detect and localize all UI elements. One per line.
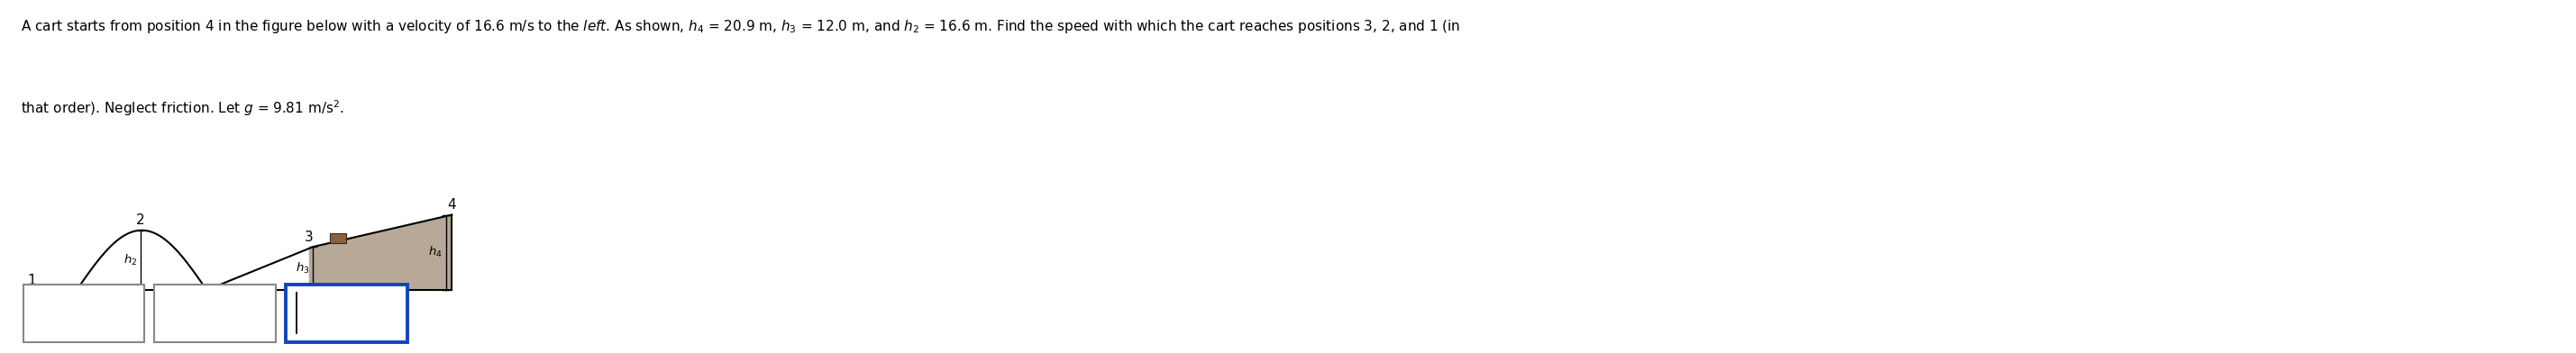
Polygon shape (309, 247, 314, 290)
Text: that order). Neglect friction. Let $g$ = 9.81 m/s$^2$.: that order). Neglect friction. Let $g$ =… (21, 99, 345, 118)
Bar (330, 233, 345, 243)
Text: A cart starts from position 4 in the figure below with a velocity of 16.6 m/s to: A cart starts from position 4 in the fig… (21, 18, 1461, 35)
Text: $h_4$: $h_4$ (428, 245, 443, 260)
Text: 4: 4 (448, 198, 456, 212)
Text: 1: 1 (28, 274, 36, 287)
Polygon shape (314, 215, 451, 290)
Text: 2: 2 (137, 214, 144, 227)
Text: $h_3$: $h_3$ (296, 261, 309, 276)
Text: $h_2$: $h_2$ (124, 253, 137, 268)
Text: 3: 3 (304, 230, 314, 244)
